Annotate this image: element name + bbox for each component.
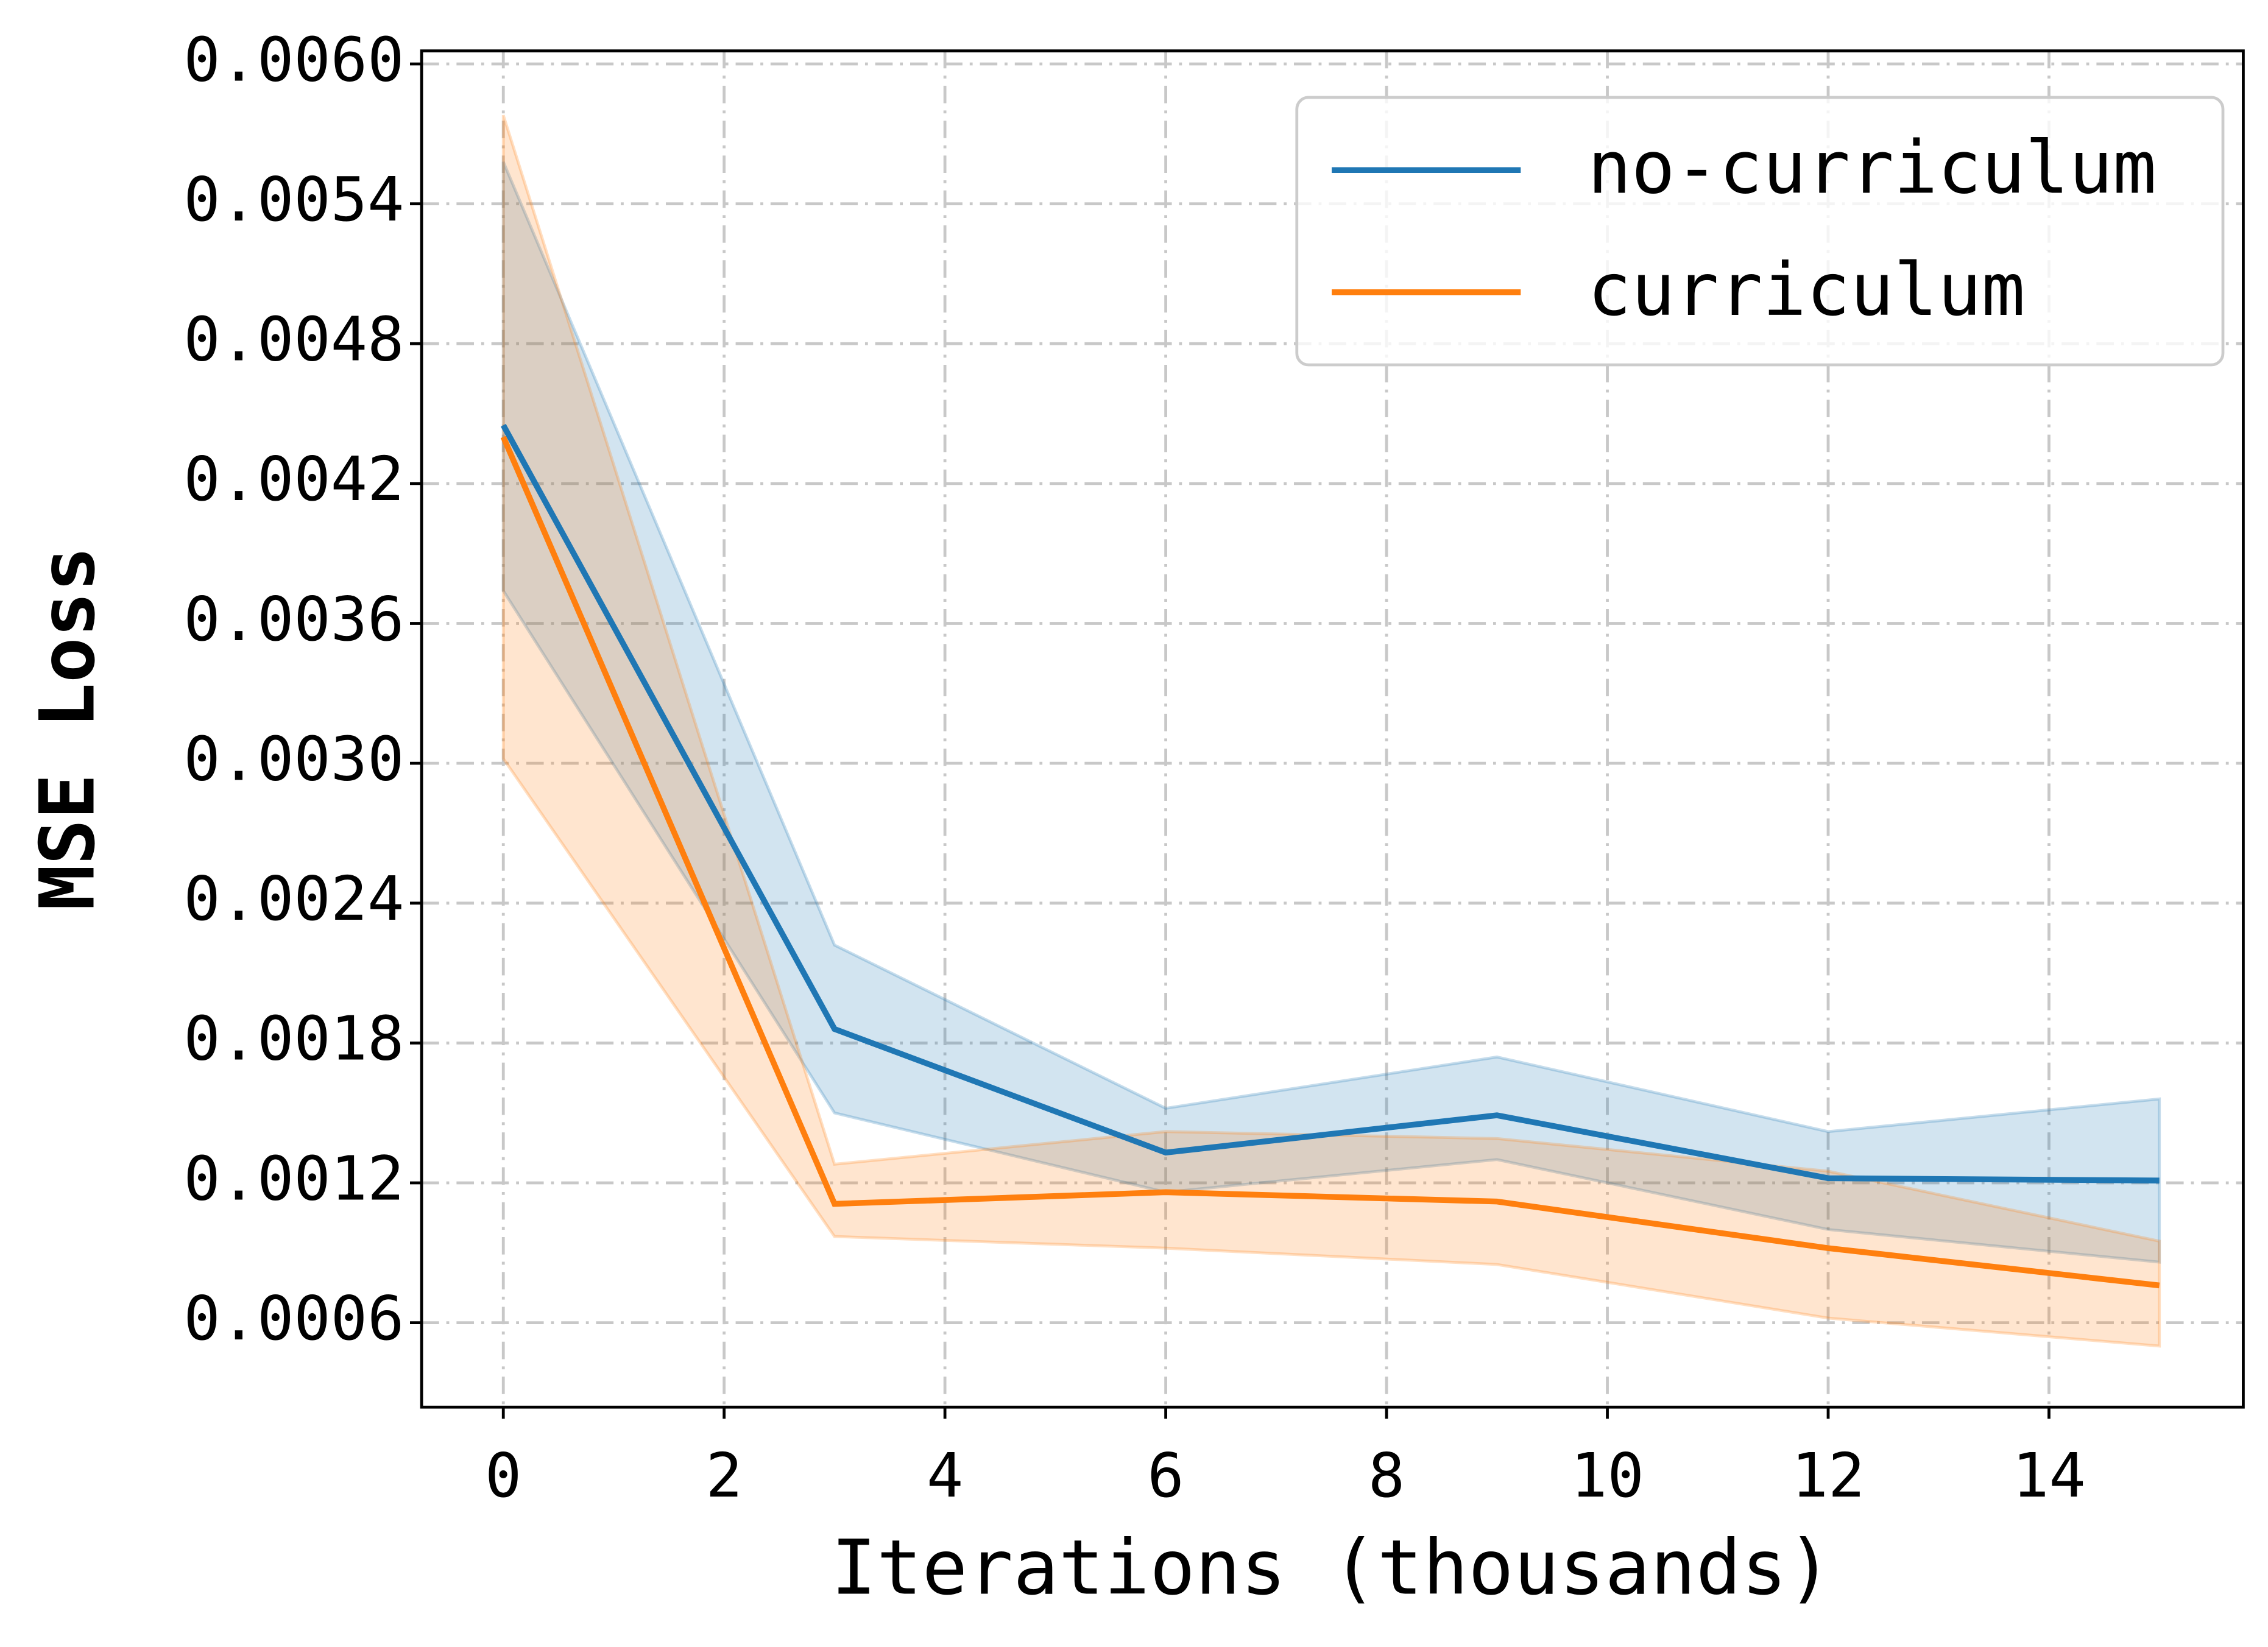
- y-tick-label: 0.0030: [183, 723, 404, 794]
- confidence-band: [501, 161, 2161, 1264]
- y-tick-label: 0.0054: [183, 164, 404, 235]
- confidence-band: [501, 115, 2161, 1348]
- y-tick-label: 0.0042: [183, 443, 404, 515]
- x-tick-label: 8: [1368, 1440, 1405, 1511]
- series-line: [501, 423, 2160, 1183]
- y-tick-label: 0.0018: [183, 1003, 404, 1074]
- plot-frame: [420, 49, 2245, 1409]
- series-line: [500, 436, 2160, 1289]
- x-axis-label: Iterations (thousands): [831, 1524, 1832, 1612]
- y-tick-label: 0.0036: [183, 584, 404, 655]
- legend-label: curriculum: [1588, 248, 2025, 333]
- y-tick-label: 0.0048: [183, 304, 404, 375]
- x-tick-label: 4: [927, 1440, 963, 1511]
- y-tick-label: 0.0006: [183, 1283, 404, 1354]
- x-tick-label: 14: [2012, 1440, 2086, 1511]
- x-tick-label: 12: [1792, 1440, 1865, 1511]
- legend-box: [1295, 96, 2225, 367]
- x-tick-label: 6: [1147, 1440, 1184, 1511]
- legend-label: no-curriculum: [1588, 126, 2157, 211]
- x-tick-label: 2: [706, 1440, 743, 1511]
- x-tick-label: 0: [485, 1440, 521, 1511]
- y-axis-label: MSE Loss: [24, 546, 111, 911]
- y-tick-label: 0.0060: [183, 24, 404, 95]
- y-tick-label: 0.0012: [183, 1143, 404, 1214]
- x-tick-label: 10: [1570, 1440, 1644, 1511]
- y-tick-label: 0.0024: [183, 863, 404, 934]
